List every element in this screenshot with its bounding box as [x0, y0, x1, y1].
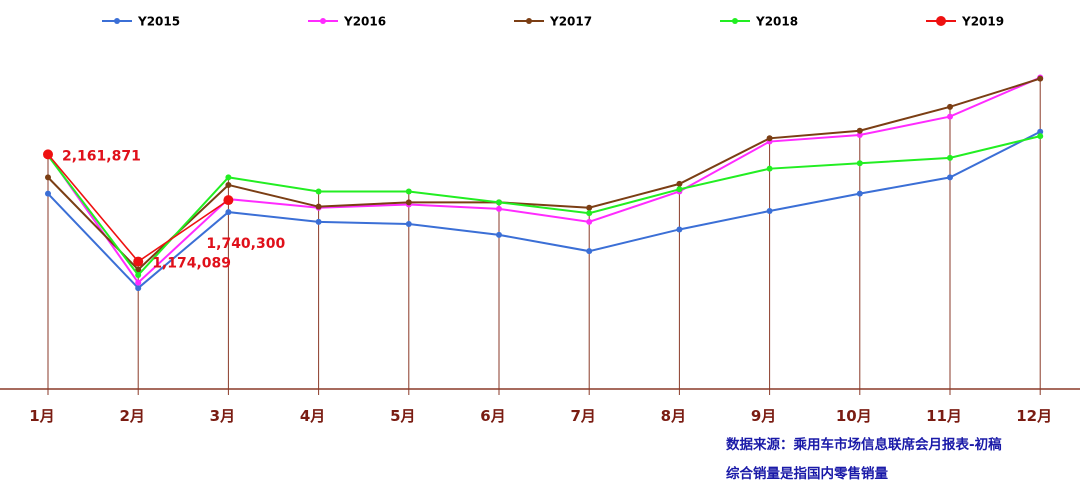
- x-tick-label: 3月: [210, 407, 235, 425]
- data-point-Y2016: [947, 113, 953, 120]
- x-tick-label: 5月: [390, 407, 415, 425]
- data-point-Y2018: [766, 165, 773, 172]
- data-point-Y2016: [586, 218, 593, 225]
- data-point-Y2017: [1037, 75, 1044, 82]
- data-point-Y2018: [947, 154, 953, 161]
- x-tick-label: 1月: [29, 407, 54, 425]
- data-point-Y2018: [496, 199, 502, 206]
- data-point-Y2015: [45, 190, 51, 197]
- x-tick-label: 12月: [1016, 407, 1052, 425]
- legend-label: Y2018: [755, 15, 798, 29]
- data-source-note: 数据来源：乘用车市场信息联席会月报表-初稿: [726, 437, 1002, 453]
- data-point-Y2015: [676, 226, 683, 233]
- legend-label: Y2016: [343, 15, 386, 29]
- data-point-Y2015: [135, 285, 142, 292]
- data-point-Y2017: [947, 103, 953, 110]
- series-line-Y2017: [47, 77, 1041, 272]
- data-point-Y2016: [135, 279, 142, 286]
- legend-marker: [114, 18, 120, 24]
- data-point-Y2015: [405, 221, 412, 228]
- data-point-Y2017: [856, 127, 863, 134]
- series-line-Y2018: [47, 135, 1041, 277]
- data-point-Y2017: [586, 204, 593, 211]
- x-tick-label: 7月: [570, 407, 595, 425]
- data-point-Y2017: [315, 203, 322, 210]
- data-point-Y2018: [405, 188, 412, 195]
- data-point-Y2015: [225, 209, 232, 216]
- x-tick-label: 2月: [119, 407, 144, 425]
- data-point-Y2019: [133, 256, 144, 267]
- data-point-Y2017: [405, 199, 412, 206]
- x-tick-label: 6月: [480, 407, 505, 425]
- legend-marker: [320, 18, 326, 24]
- series-line-Y2015: [47, 130, 1041, 290]
- legend-marker: [526, 18, 532, 24]
- data-point-Y2018: [225, 174, 232, 181]
- definition-note: 综合销量是指国内零售销量: [726, 466, 888, 482]
- data-point-Y2017: [676, 180, 683, 187]
- data-point-Y2015: [1037, 128, 1044, 135]
- data-point-Y2017: [45, 174, 51, 181]
- data-label: 2,161,871: [62, 148, 141, 164]
- data-point-Y2015: [586, 248, 593, 255]
- series-line-Y2016: [47, 76, 1041, 285]
- data-point-Y2015: [496, 231, 502, 238]
- legend-label: Y2019: [961, 15, 1004, 29]
- data-point-Y2017: [225, 181, 232, 188]
- data-point-Y2015: [947, 174, 953, 181]
- x-tick-label: 11月: [926, 407, 962, 425]
- data-point-Y2019: [43, 149, 53, 160]
- data-point-Y2015: [856, 190, 863, 197]
- data-point-Y2018: [586, 210, 593, 217]
- data-point-Y2018: [856, 160, 863, 167]
- data-point-Y2018: [1037, 133, 1044, 140]
- x-tick-label: 8月: [661, 407, 686, 425]
- data-point-Y2016: [856, 132, 863, 139]
- data-point-Y2017: [135, 266, 142, 273]
- x-tick-label: 4月: [300, 407, 325, 425]
- data-point-Y2018: [135, 272, 142, 279]
- x-tick-label: 9月: [751, 407, 776, 425]
- data-point-Y2019: [223, 195, 234, 206]
- data-point-Y2016: [496, 205, 502, 212]
- x-tick-label: 10月: [836, 407, 872, 425]
- legend-marker: [732, 18, 738, 24]
- legend-label: Y2015: [137, 15, 180, 29]
- data-label: 1,174,089: [152, 256, 231, 272]
- data-point-Y2017: [766, 135, 773, 142]
- data-point-Y2015: [766, 208, 773, 215]
- data-point-Y2015: [315, 218, 322, 225]
- data-label: 1,740,300: [206, 236, 285, 252]
- data-point-Y2018: [676, 186, 683, 193]
- legend-label: Y2017: [549, 15, 592, 29]
- legend-marker: [936, 16, 946, 26]
- data-point-Y2018: [315, 188, 322, 195]
